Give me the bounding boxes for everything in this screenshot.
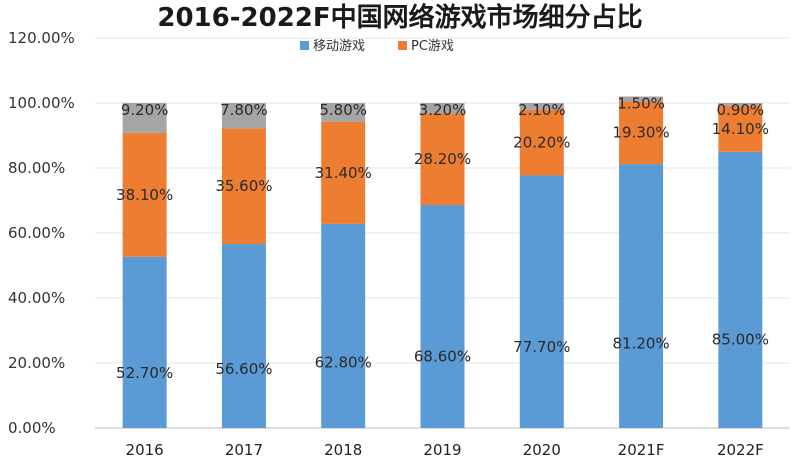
- x-tick-label: 2017: [225, 441, 263, 459]
- data-label-other-2022F: 0.90%: [717, 101, 765, 119]
- y-tick-label: 80.00%: [8, 159, 65, 177]
- bar-mobile-2022F: [718, 151, 763, 428]
- legend-label-mobile: 移动游戏: [313, 39, 365, 54]
- bar-other-2019: [420, 103, 465, 114]
- legend: 移动游戏 PC游戏: [300, 39, 454, 54]
- data-labels: 52.70% 38.10% 9.20% 56.60% 35.60% 7.80% 62.80%…: [116, 95, 769, 383]
- bar-mobile-2020: [519, 175, 564, 428]
- data-label-other-2021F: 1.50%: [617, 95, 665, 113]
- data-label-pc-2020: 20.20%: [513, 134, 570, 152]
- data-label-other-2019: 3.20%: [419, 101, 467, 119]
- legend-swatch-mobile: [300, 41, 309, 50]
- bar-mobile-2018: [321, 223, 366, 428]
- data-label-other-2017: 7.80%: [220, 101, 268, 119]
- data-label-mobile-2017: 56.60%: [215, 360, 272, 378]
- bar-pc-2021F: [619, 101, 664, 165]
- data-label-other-2018: 5.80%: [319, 101, 367, 119]
- data-label-other-2020: 2.10%: [518, 101, 566, 119]
- y-tick-label: 120.00%: [8, 29, 75, 47]
- data-label-mobile-2018: 62.80%: [315, 354, 372, 372]
- legend-label-pc: PC游戏: [411, 39, 454, 54]
- data-label-pc-2022F: 14.10%: [712, 120, 769, 138]
- bar-other-2017: [221, 103, 266, 129]
- data-label-other-2016: 9.20%: [121, 101, 169, 119]
- y-tick-label: 100.00%: [8, 94, 75, 112]
- bar-pc-2018: [321, 121, 366, 224]
- x-tick-label: 2019: [423, 441, 461, 459]
- data-label-pc-2021F: 19.30%: [612, 124, 669, 142]
- bar-other-2022F: [718, 103, 763, 106]
- bar-other-2016: [122, 103, 167, 133]
- bar-pc-2017: [221, 128, 266, 245]
- bar-pc-2019: [420, 113, 465, 206]
- data-label-pc-2019: 28.20%: [414, 150, 471, 168]
- bars: [122, 96, 763, 428]
- bar-other-2020: [519, 103, 564, 110]
- bar-pc-2022F: [718, 105, 763, 152]
- data-label-mobile-2019: 68.60%: [414, 348, 471, 366]
- x-tick-label: 2020: [523, 441, 561, 459]
- y-tick-label: 20.00%: [8, 354, 65, 372]
- y-tick-label: 0.00%: [8, 419, 56, 437]
- bar-mobile-2017: [221, 244, 266, 428]
- data-label-mobile-2022F: 85.00%: [712, 331, 769, 349]
- bar-mobile-2016: [122, 256, 167, 428]
- legend-swatch-pc: [398, 41, 407, 50]
- bar-pc-2020: [519, 109, 564, 176]
- x-tick-label: 2016: [126, 441, 164, 459]
- bar-pc-2016: [122, 132, 167, 257]
- data-label-pc-2018: 31.40%: [315, 164, 372, 182]
- x-axis: 2016 2017 2018 2019 2020 2021F 2022F: [126, 441, 764, 459]
- data-label-pc-2016: 38.10%: [116, 186, 173, 204]
- data-label-mobile-2016: 52.70%: [116, 364, 173, 382]
- y-tick-label: 60.00%: [8, 224, 65, 242]
- y-axis: 0.00% 20.00% 40.00% 60.00% 80.00% 100.00% 120.…: [8, 29, 75, 437]
- bar-other-2018: [321, 103, 366, 122]
- data-label-mobile-2020: 77.70%: [513, 338, 570, 356]
- bar-mobile-2021F: [619, 164, 664, 428]
- x-tick-label: 2018: [324, 441, 362, 459]
- chart-title: 2016-2022F中国网络游戏市场细分占比: [157, 2, 642, 33]
- bar-mobile-2019: [420, 205, 465, 428]
- bar-other-2021F: [619, 96, 664, 102]
- data-label-pc-2017: 35.60%: [215, 177, 272, 195]
- x-tick-label: 2021F: [618, 441, 665, 459]
- x-tick-label: 2022F: [717, 441, 764, 459]
- data-label-mobile-2021F: 81.20%: [612, 335, 669, 353]
- y-tick-label: 40.00%: [8, 289, 65, 307]
